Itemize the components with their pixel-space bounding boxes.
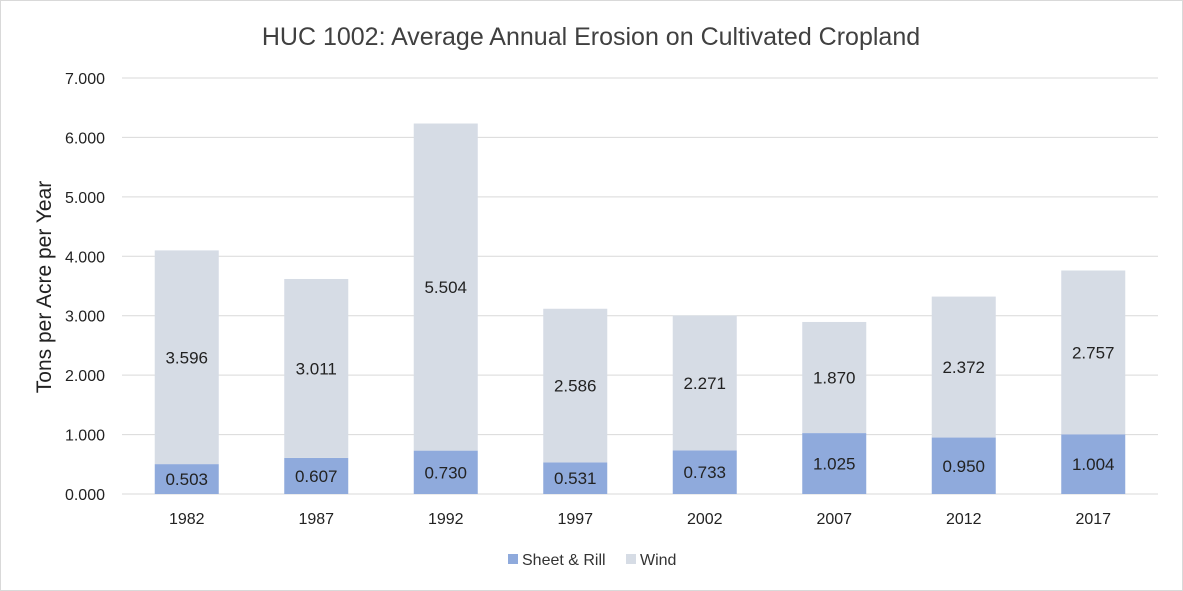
bar-wind xyxy=(672,315,737,451)
legend: Sheet & Rill Wind xyxy=(508,552,676,569)
bar-sheet-rill xyxy=(672,450,737,494)
data-label: 2.271 xyxy=(683,374,726,393)
x-tick-labels: 1982 1987 1992 1997 2002 2007 2012 2017 xyxy=(169,511,1111,528)
data-label: 0.607 xyxy=(295,467,338,486)
data-label: 2.757 xyxy=(1072,343,1115,362)
data-label: 1.025 xyxy=(813,455,856,474)
legend-item: Wind xyxy=(626,552,676,569)
data-label: 0.730 xyxy=(424,463,467,482)
bar-sheet-rill xyxy=(1061,434,1126,494)
bar-sheet-rill xyxy=(413,450,478,494)
bars: 0.503 3.596 0.607 3.011 0.730 5.504 0.531 2.586… xyxy=(154,123,1126,494)
x-tick-label: 1987 xyxy=(298,511,334,528)
data-label: 1.870 xyxy=(813,369,856,388)
chart-title: HUC 1002: Average Annual Erosion on Cult… xyxy=(262,23,920,51)
bar-wind xyxy=(413,123,478,451)
x-tick-label: 1982 xyxy=(169,511,205,528)
x-tick-label: 2007 xyxy=(816,511,852,528)
bar-sheet-rill xyxy=(284,457,349,494)
bar-wind xyxy=(284,278,349,458)
data-label: 0.503 xyxy=(165,470,208,489)
legend-swatch xyxy=(626,554,636,564)
bar-sheet-rill xyxy=(802,433,867,494)
y-tick-label: 1.000 xyxy=(65,428,105,445)
x-tick-label: 1997 xyxy=(557,511,593,528)
y-tick-labels: 0.000 1.000 2.000 3.000 4.000 5.000 6.000 7.000 xyxy=(65,71,105,504)
data-label: 0.531 xyxy=(554,469,597,488)
y-tick-label: 4.000 xyxy=(65,249,105,266)
legend-item: Sheet & Rill xyxy=(508,552,606,569)
y-axis-label: Tons per Acre per Year xyxy=(33,181,56,393)
data-label: 0.733 xyxy=(683,463,726,482)
bar-wind xyxy=(931,296,996,438)
legend-swatch xyxy=(508,554,518,564)
y-tick-label: 0.000 xyxy=(65,487,105,504)
bar-sheet-rill xyxy=(931,437,996,494)
bar-sheet-rill xyxy=(154,464,219,494)
legend-label: Wind xyxy=(640,552,676,569)
x-tick-label: 1992 xyxy=(428,511,464,528)
gridlines xyxy=(122,77,1158,495)
data-label: 3.596 xyxy=(165,348,208,367)
bar-wind xyxy=(802,321,867,434)
data-label: 3.011 xyxy=(296,359,337,378)
y-tick-label: 7.000 xyxy=(65,71,105,88)
bar-wind xyxy=(1061,270,1126,435)
x-tick-label: 2017 xyxy=(1075,511,1111,528)
data-label: 2.586 xyxy=(554,377,597,396)
y-tick-label: 6.000 xyxy=(65,130,105,147)
x-tick-label: 2012 xyxy=(946,511,982,528)
data-label: 0.950 xyxy=(942,457,985,476)
bar-sheet-rill xyxy=(543,462,608,494)
data-label: 2.372 xyxy=(942,358,985,377)
bar-wind xyxy=(543,308,608,463)
data-label: 1.004 xyxy=(1072,455,1115,474)
legend-label: Sheet & Rill xyxy=(522,552,606,569)
y-tick-label: 5.000 xyxy=(65,190,105,207)
bar-wind xyxy=(154,250,219,465)
y-tick-label: 2.000 xyxy=(65,368,105,385)
y-tick-label: 3.000 xyxy=(65,309,105,326)
x-tick-label: 2002 xyxy=(687,511,723,528)
data-label: 5.504 xyxy=(424,278,467,297)
